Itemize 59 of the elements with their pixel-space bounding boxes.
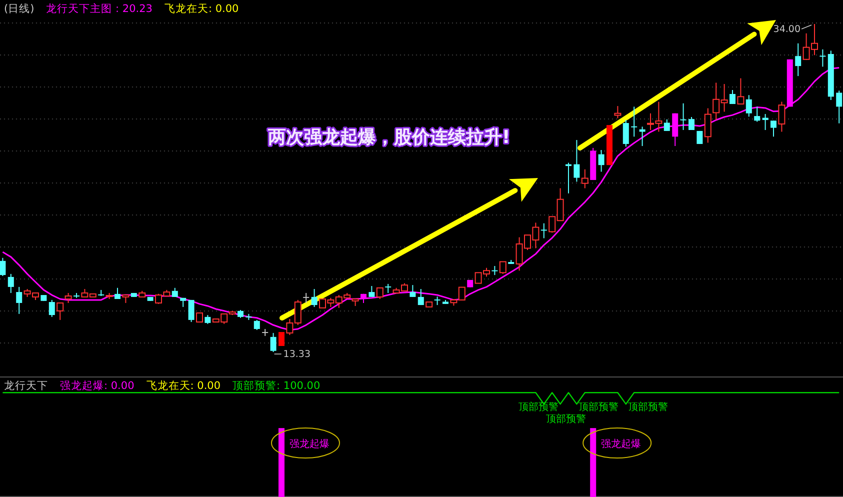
candlestick (598, 149, 604, 172)
annotation: 34.00 (773, 24, 800, 35)
candlestick (754, 106, 760, 122)
candlestick (704, 108, 712, 144)
text: (日线) (4, 2, 34, 15)
text: 强龙起爆: 0.00 (60, 379, 134, 392)
annotation: 顶部预警 (578, 401, 619, 413)
annotation: 顶部预警 (518, 401, 558, 413)
candlestick (688, 116, 694, 130)
candlestick (368, 285, 375, 298)
annotation: 顶部预警 (546, 413, 586, 425)
text: 龙行天下 (4, 379, 48, 392)
candlestick (795, 42, 802, 77)
candlestick (270, 332, 276, 352)
candlestick (418, 288, 424, 306)
candlestick (311, 288, 318, 308)
candlestick (188, 299, 194, 323)
text: 飞龙在天: 0.00 (146, 379, 221, 392)
candlestick (303, 292, 310, 304)
candlestick (672, 112, 678, 147)
candlestick (820, 48, 826, 68)
annotation: 强龙起爆 (601, 438, 642, 450)
candlestick (376, 287, 384, 300)
candlestick (574, 140, 580, 182)
candlestick (56, 302, 64, 320)
text: 龙行天下主图 : 20.23 (46, 2, 152, 15)
candlestick (410, 284, 416, 298)
candlestick (0, 257, 6, 276)
candlestick (614, 106, 622, 119)
candlestick (48, 299, 55, 318)
candlestick (540, 222, 547, 239)
candlestick (762, 113, 768, 130)
candlestick (746, 94, 752, 118)
candlestick (696, 130, 703, 144)
candlestick (664, 118, 670, 132)
candlestick (836, 90, 842, 124)
candlestick (622, 120, 629, 148)
candlestick (737, 78, 744, 104)
candlestick (196, 312, 203, 323)
candlestick (172, 287, 178, 298)
candlestick (8, 273, 14, 294)
candlestick (581, 168, 588, 189)
candlestick (64, 292, 72, 304)
candlestick (680, 102, 686, 130)
annotation: 顶部预警 (628, 401, 668, 413)
candlestick (730, 90, 736, 104)
annotation: 强龙起爆 (290, 438, 330, 450)
text: 顶部预警: 100.00 (232, 379, 320, 392)
text: 飞龙在天: 0.00 (164, 2, 239, 15)
candlestick (778, 101, 786, 132)
candlestick (770, 120, 776, 138)
candlestick (16, 286, 22, 314)
candlestick (492, 265, 498, 276)
candlestick (385, 283, 392, 294)
candlestick (254, 319, 260, 330)
candlestick (631, 106, 638, 138)
annotation: 13.33 (283, 349, 311, 360)
annotation: 两次强龙起爆，股价连续拉升! (267, 127, 510, 148)
candlestick (499, 261, 506, 274)
